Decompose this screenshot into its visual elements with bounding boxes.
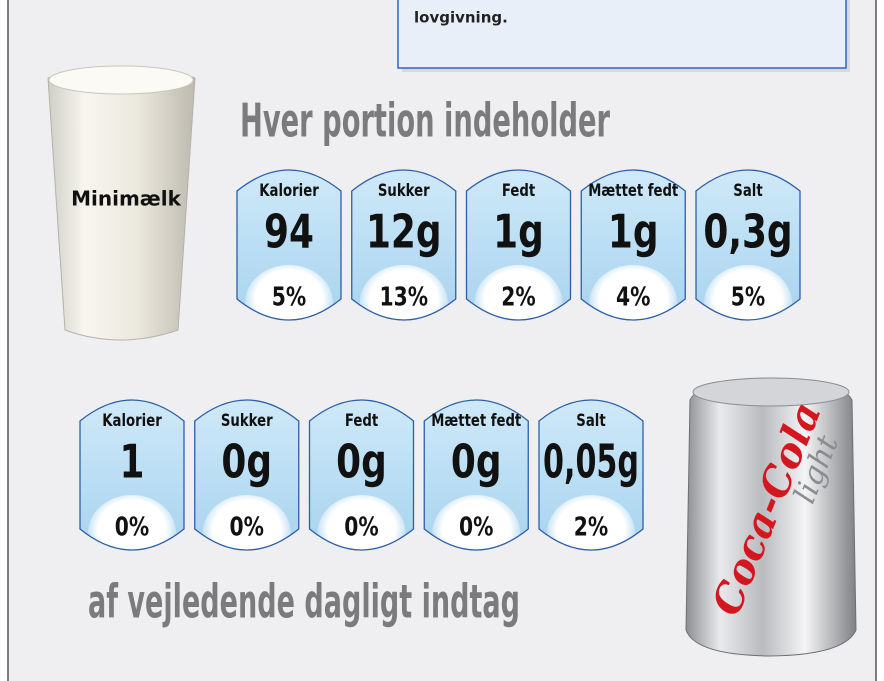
nutrient-name: Kalorier <box>259 181 319 201</box>
daily-percent: 5% <box>731 283 765 313</box>
nutrient-name: Kalorier <box>102 411 162 431</box>
nutrient-name: Salt <box>733 181 762 201</box>
nutrient-amount: 0,3g <box>703 205 792 259</box>
nutrient-amount: 12g <box>366 205 442 259</box>
nutrient-amount: 1g <box>493 205 544 259</box>
daily-percent: 13% <box>379 283 428 313</box>
footer-text: af vejledende dagligt indtag <box>88 575 520 629</box>
nutrient-amount: 1 <box>120 435 145 489</box>
nutrient-amount: 94 <box>264 205 314 259</box>
callout-text: lovgivning. <box>414 9 508 27</box>
nutrient-amount: 0g <box>336 435 387 489</box>
daily-percent: 0% <box>459 513 493 543</box>
daily-percent: 5% <box>272 283 306 313</box>
nutrient-amount: 0,05g <box>543 435 639 489</box>
title: Hver portion indeholder <box>240 94 610 148</box>
nutrient-amount: 0g <box>221 435 272 489</box>
infographic: lovgivning. Minimælk Hver portion indeho… <box>0 0 884 681</box>
daily-percent: 2% <box>501 283 535 313</box>
nutrient-amount: 1g <box>608 205 659 259</box>
nutrient-name: Salt <box>576 411 605 431</box>
daily-percent: 0% <box>230 513 264 543</box>
product-name: Minimælk <box>71 187 182 211</box>
daily-percent: 2% <box>574 513 608 543</box>
daily-percent: 0% <box>344 513 378 543</box>
daily-percent: 4% <box>616 283 650 313</box>
cola-can: Coca-Cola light <box>686 378 856 656</box>
nutrient-name: Mættet fedt <box>588 181 678 201</box>
nutrient-name: Sukker <box>221 411 273 431</box>
daily-percent: 0% <box>115 513 149 543</box>
milk-surface <box>49 66 193 94</box>
nutrient-name: Fedt <box>502 181 535 201</box>
nutrient-amount: 0g <box>451 435 502 489</box>
page: {"callout": {"text": "lovgivning."}, "he… <box>0 0 884 681</box>
nutrient-name: Fedt <box>345 411 378 431</box>
nutrient-name: Mættet fedt <box>431 411 521 431</box>
nutrient-name: Sukker <box>378 181 430 201</box>
